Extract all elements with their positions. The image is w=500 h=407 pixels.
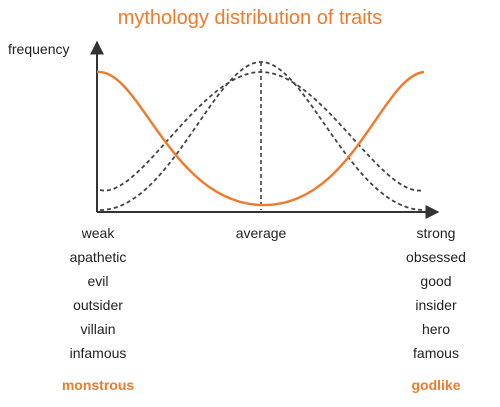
bell-curve-wide (99, 71, 425, 192)
center-label: average (236, 225, 287, 241)
right-trait: hero (422, 321, 450, 337)
inverted-distribution-curve (96, 70, 425, 207)
left-trait: villain (80, 321, 115, 337)
left-trait: outsider (73, 297, 123, 313)
diagram-title: mythology distribution of traits (118, 7, 383, 29)
left-trait: weak (81, 225, 116, 241)
left-trait: apathetic (70, 249, 127, 265)
left-trait: evil (87, 273, 108, 289)
right-trait: insider (415, 297, 457, 313)
right-extreme-label: godlike (411, 377, 460, 393)
bell-curve-narrow (99, 61, 425, 211)
right-trait: obsessed (406, 249, 466, 265)
y-axis-label: frequency (8, 41, 69, 57)
right-trait: good (420, 273, 451, 289)
left-extreme-label: monstrous (62, 377, 135, 393)
right-trait: strong (417, 225, 456, 241)
left-trait: infamous (70, 345, 127, 361)
right-trait: famous (413, 345, 459, 361)
